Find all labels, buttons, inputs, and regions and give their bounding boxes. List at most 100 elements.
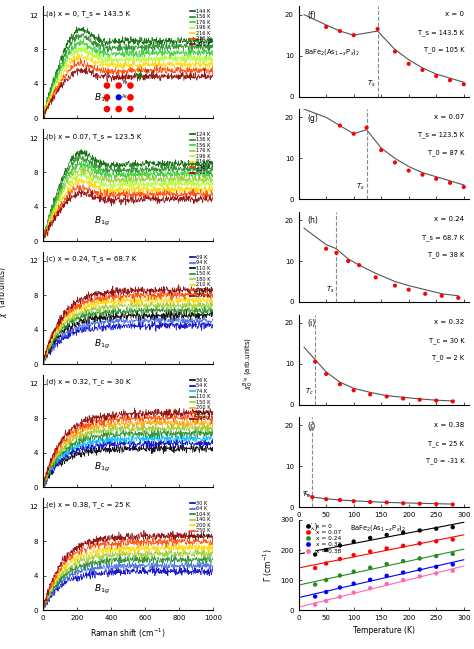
Point <box>336 570 344 581</box>
Point <box>449 559 456 570</box>
Point <box>366 574 374 585</box>
Point <box>336 541 344 551</box>
Text: T_s = 123.5 K: T_s = 123.5 K <box>418 132 464 138</box>
Point <box>322 558 330 569</box>
Point <box>350 496 357 506</box>
Legend: x = 0, x = 0.07, x = 0.24, x = 0.32, x = 0.38: x = 0, x = 0.07, x = 0.24, x = 0.32, x =… <box>300 521 343 556</box>
Point <box>336 592 344 602</box>
Point <box>336 582 344 593</box>
X-axis label: Raman shift (cm$^{-1}$): Raman shift (cm$^{-1}$) <box>90 626 166 640</box>
Point <box>383 530 391 540</box>
Text: $T_s$: $T_s$ <box>367 79 376 90</box>
Point <box>449 396 456 406</box>
Text: $T_s$: $T_s$ <box>326 284 335 295</box>
Text: (e) x = 0.38, T_c = 25 K: (e) x = 0.38, T_c = 25 K <box>46 502 130 508</box>
Text: $T_s$: $T_s$ <box>356 182 365 192</box>
Point <box>432 569 440 579</box>
Text: (c) x = 0.24, T_s = 68.7 K: (c) x = 0.24, T_s = 68.7 K <box>46 256 137 262</box>
Point <box>336 120 344 130</box>
Point <box>400 498 407 508</box>
Text: (f): (f) <box>307 11 316 20</box>
Point <box>322 243 330 254</box>
Point <box>366 533 374 543</box>
Point <box>350 587 357 598</box>
Point <box>400 556 407 567</box>
Point <box>350 129 357 139</box>
Text: $\chi''$ (arb.units): $\chi''$ (arb.units) <box>0 266 9 318</box>
Point <box>366 563 374 573</box>
Point <box>400 393 407 404</box>
Point <box>416 571 423 582</box>
Point <box>309 492 316 502</box>
Point <box>460 182 467 192</box>
Point <box>322 596 330 606</box>
Legend: 30 K, 64 K, 104 K, 140 K, 200 K, 250 K, 298 K: 30 K, 64 K, 104 K, 140 K, 200 K, 250 K, … <box>188 499 213 541</box>
Point <box>449 534 456 545</box>
Text: (g): (g) <box>307 114 318 123</box>
Point <box>400 575 407 585</box>
Point <box>333 248 340 258</box>
Text: x = 0: x = 0 <box>445 11 464 17</box>
Point <box>336 379 344 389</box>
Point <box>432 71 440 81</box>
Point <box>446 178 454 188</box>
Legend: 36 K, 54 K, 74 K, 110 K, 150 K, 200 K, 250 K, 298 K: 36 K, 54 K, 74 K, 110 K, 150 K, 200 K, 2… <box>188 376 213 423</box>
Point <box>432 499 440 509</box>
Point <box>405 284 412 295</box>
Point <box>416 565 423 575</box>
Text: $B_{1g}$: $B_{1g}$ <box>94 92 110 104</box>
Point <box>400 567 407 578</box>
Point <box>449 522 456 532</box>
Legend: 69 K, 94 K, 110 K, 150 K, 180 K, 210 K, 240 K, 301 K: 69 K, 94 K, 110 K, 150 K, 180 K, 210 K, … <box>188 253 213 300</box>
Point <box>311 591 319 602</box>
Point <box>311 580 319 590</box>
Point <box>449 499 456 509</box>
Point <box>405 165 412 176</box>
Point <box>366 546 374 557</box>
Point <box>336 554 344 564</box>
Point <box>383 391 391 402</box>
Point <box>366 389 374 400</box>
Point <box>336 495 344 505</box>
Point <box>391 46 399 56</box>
Point <box>419 169 426 180</box>
Text: (j): (j) <box>307 422 315 431</box>
Point <box>350 567 357 577</box>
Point <box>391 280 399 291</box>
Text: T_0 = -31 K: T_0 = -31 K <box>426 457 464 463</box>
Point <box>322 587 330 597</box>
Point <box>372 272 380 282</box>
Point <box>311 549 319 559</box>
Point <box>432 395 440 406</box>
Point <box>363 123 370 133</box>
Text: x = 0.32: x = 0.32 <box>434 319 464 325</box>
Point <box>416 538 423 548</box>
Point <box>336 26 344 36</box>
Point <box>377 145 385 155</box>
Point <box>419 65 426 75</box>
Text: (i): (i) <box>307 319 315 328</box>
Point <box>322 22 330 32</box>
Text: $T_c$: $T_c$ <box>305 387 313 397</box>
Point <box>449 565 456 576</box>
Point <box>416 395 423 405</box>
Legend: 124 K, 136 K, 156 K, 176 K, 196 K, 216 K, 246 K, 300 K: 124 K, 136 K, 156 K, 176 K, 196 K, 216 K… <box>188 130 213 177</box>
Point <box>400 541 407 551</box>
Text: T_c = 25 K: T_c = 25 K <box>428 440 464 447</box>
Text: T_0 = 38 K: T_0 = 38 K <box>428 252 464 258</box>
Point <box>416 498 423 509</box>
Point <box>400 528 407 538</box>
Point <box>322 369 330 379</box>
Point <box>416 553 423 563</box>
Text: (b) x = 0.07, T_s = 123.5 K: (b) x = 0.07, T_s = 123.5 K <box>46 133 141 140</box>
Text: x = 0.38: x = 0.38 <box>434 422 464 428</box>
Text: (d) x = 0.32, T_c = 30 K: (d) x = 0.32, T_c = 30 K <box>46 378 130 386</box>
Point <box>350 578 357 589</box>
Point <box>421 289 429 299</box>
Point <box>356 260 363 270</box>
Text: $B_{1g}$: $B_{1g}$ <box>94 215 110 228</box>
Text: $\chi_0^{B_{1g}}$ (arb.units): $\chi_0^{B_{1g}}$ (arb.units) <box>242 337 256 390</box>
Point <box>350 550 357 560</box>
Text: T_0 = 105 K: T_0 = 105 K <box>424 46 464 53</box>
Point <box>350 30 357 40</box>
